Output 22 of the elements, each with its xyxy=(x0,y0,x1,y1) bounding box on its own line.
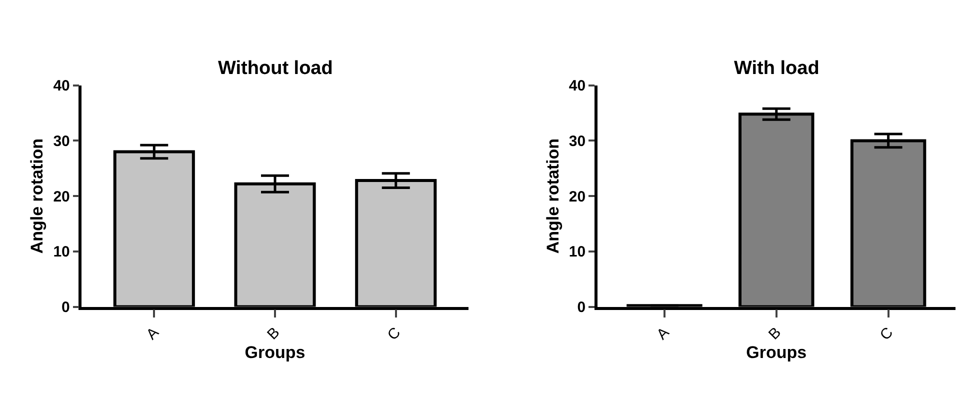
y-tick-label: 10 xyxy=(53,244,70,261)
x-tick-label: C xyxy=(384,324,404,344)
chart-title: With load xyxy=(734,58,820,79)
x-tick-label: B xyxy=(264,324,284,344)
y-axis-title: Angle rotation xyxy=(28,138,47,254)
y-tick-label: 30 xyxy=(568,132,586,150)
x-tick-label: A xyxy=(143,324,162,344)
chart-title: Without load xyxy=(218,58,333,79)
x-tick-label: B xyxy=(765,324,785,344)
x-tick-label: C xyxy=(876,324,897,344)
x-tick-label: A xyxy=(654,324,673,344)
y-axis-title: Angle rotation xyxy=(543,138,562,254)
y-tick-label: 40 xyxy=(53,78,70,95)
y-tick-label: 10 xyxy=(568,244,586,261)
x-axis-title: Groups xyxy=(746,343,807,362)
y-tick-label: 0 xyxy=(577,299,586,316)
y-tick-label: 0 xyxy=(62,299,70,316)
y-tick-label: 20 xyxy=(568,188,586,206)
y-tick-label: 40 xyxy=(568,78,586,95)
y-tick-label: 30 xyxy=(53,132,70,150)
y-tick-label: 20 xyxy=(53,188,70,206)
x-axis-title: Groups xyxy=(244,343,306,362)
